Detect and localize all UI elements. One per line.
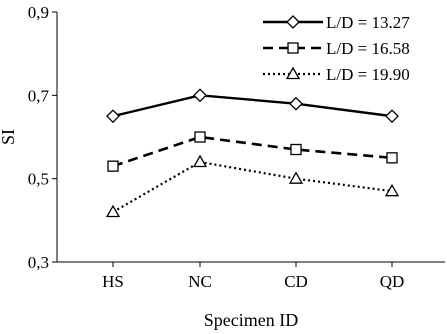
series-layer xyxy=(105,88,400,218)
legend-label: L/D = 16.58 xyxy=(326,39,410,58)
x-tick-label: NC xyxy=(188,272,212,291)
series-line xyxy=(112,160,393,213)
series-line xyxy=(112,94,393,118)
data-point-square xyxy=(290,143,302,156)
data-point-triangle xyxy=(105,204,121,218)
legend-marker-diamond xyxy=(286,15,300,29)
data-point-square xyxy=(386,152,398,164)
data-point-diamond xyxy=(289,96,303,111)
data-point-triangle xyxy=(288,171,304,184)
legend: L/D = 13.27 L/D = 16.58 L/D = 19.90 xyxy=(263,13,410,84)
series-3 xyxy=(105,154,400,218)
data-point-square xyxy=(194,131,206,143)
x-axis-title: Specimen ID xyxy=(204,310,298,330)
series-1 xyxy=(106,88,399,124)
data-point-triangle xyxy=(384,183,400,197)
x-tick-label: HS xyxy=(102,272,124,291)
y-ticks: 0,3 0,5 0,7 0,9 xyxy=(28,3,57,272)
data-point-diamond xyxy=(193,88,207,103)
legend-marker-square xyxy=(287,42,299,54)
data-point-triangle xyxy=(192,154,208,168)
x-tick-label: QD xyxy=(380,272,405,291)
data-point-square xyxy=(107,160,119,172)
legend-label: L/D = 13.27 xyxy=(326,13,410,32)
data-point-diamond xyxy=(106,109,120,124)
y-axis-title: SI xyxy=(0,129,18,145)
x-tick-label: CD xyxy=(284,272,308,291)
y-tick-label: 0,5 xyxy=(28,170,49,189)
y-tick-label: 0,9 xyxy=(28,3,49,22)
axes xyxy=(56,12,445,263)
series-line xyxy=(112,135,393,168)
legend-label: L/D = 19.90 xyxy=(326,65,410,84)
data-point-diamond xyxy=(385,109,399,124)
legend-marker-triangle xyxy=(285,66,301,80)
y-tick-label: 0,3 xyxy=(28,253,49,272)
x-ticks: HS NC CD QD xyxy=(102,262,404,291)
series-2 xyxy=(107,131,398,172)
y-tick-label: 0,7 xyxy=(28,86,50,105)
